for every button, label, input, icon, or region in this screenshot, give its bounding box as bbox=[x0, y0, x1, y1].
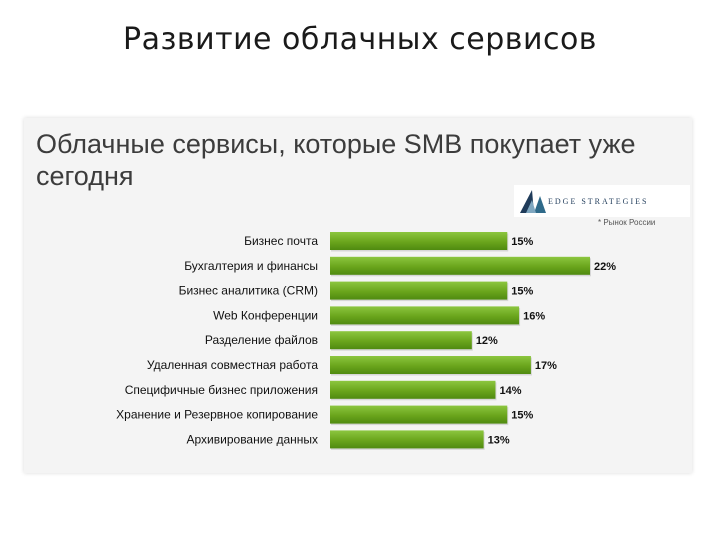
bar bbox=[330, 232, 508, 250]
bar bbox=[330, 405, 508, 424]
category-label: Удаленная совместная работа bbox=[147, 358, 318, 372]
value-label: 17% bbox=[535, 360, 557, 372]
category-label: Бизнес почта bbox=[244, 234, 318, 248]
value-label: 22% bbox=[594, 261, 616, 273]
bar bbox=[330, 331, 472, 350]
category-label: Бизнес аналитика (CRM) bbox=[179, 284, 318, 298]
value-label: 15% bbox=[511, 286, 533, 298]
value-label: 15% bbox=[511, 410, 533, 422]
value-label: 14% bbox=[499, 385, 521, 397]
bar bbox=[330, 430, 484, 449]
bar bbox=[330, 356, 531, 374]
bar bbox=[330, 306, 520, 325]
bar bbox=[330, 380, 496, 399]
category-label: Web Конференции bbox=[213, 308, 318, 322]
value-label: 13% bbox=[488, 434, 510, 446]
logo-mark-icon bbox=[520, 190, 546, 213]
logo-text: EDGE STRATEGIES bbox=[548, 197, 649, 206]
value-label: 12% bbox=[476, 335, 498, 347]
bar bbox=[330, 281, 508, 300]
category-label: Архивирование данных bbox=[187, 432, 318, 446]
value-label: 16% bbox=[523, 310, 545, 322]
category-label: Бухгалтерия и финансы bbox=[184, 259, 318, 273]
category-label: Хранение и Резервное копирование bbox=[116, 408, 318, 422]
chart-title: Облачные сервисы, которые SMB покупает у… bbox=[36, 129, 636, 191]
chart-panel: Облачные сервисы, которые SMB покупает у… bbox=[24, 118, 692, 473]
bar-chart: Бизнес почта 15% Бухгалтерия и финансы 22% Б… bbox=[116, 232, 616, 450]
value-label: 15% bbox=[511, 236, 533, 248]
bar bbox=[330, 256, 590, 275]
market-note: * Рынок России bbox=[598, 218, 656, 227]
category-label: Разделение файлов bbox=[205, 333, 318, 347]
category-label: Специфичные бизнес приложения bbox=[125, 383, 318, 397]
slide-title: Развитие облачных сервисов bbox=[122, 22, 597, 57]
edge-strategies-logo: EDGE STRATEGIES bbox=[514, 185, 690, 217]
